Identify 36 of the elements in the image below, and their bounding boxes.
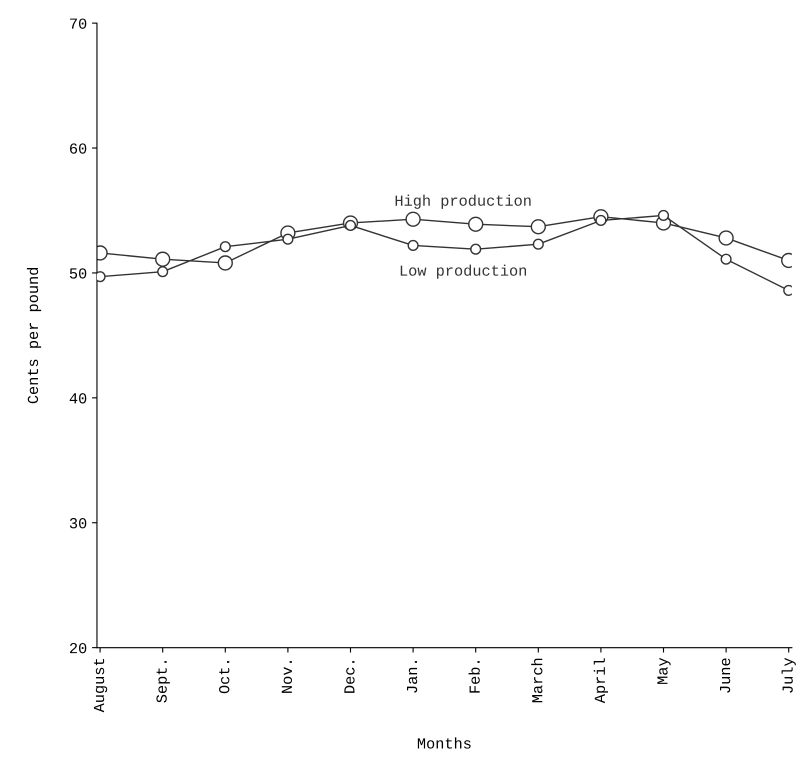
x-tick-label: Oct. <box>219 661 230 694</box>
point <box>405 212 421 227</box>
x-axis-title: Months <box>418 737 471 749</box>
y-axis-title: Cents per pound <box>26 268 42 404</box>
y-tick-label: 20 <box>70 642 86 654</box>
point <box>530 219 546 234</box>
point <box>220 241 231 252</box>
y-tick-label: 30 <box>70 518 86 528</box>
point <box>155 252 170 267</box>
point <box>720 254 732 265</box>
point <box>468 216 484 232</box>
x-tick-label: Feb. <box>468 661 480 693</box>
point <box>408 240 419 252</box>
x-tick-label: March <box>531 658 542 702</box>
point <box>157 266 168 278</box>
x-tick-label: July <box>782 658 796 693</box>
point <box>470 244 482 255</box>
y-tick-label: 40 <box>70 393 86 404</box>
x-tick-label: June <box>720 658 730 693</box>
y-tick-label: 60 <box>70 143 86 154</box>
point <box>282 234 294 245</box>
series-label: Low production <box>400 264 526 279</box>
point <box>658 210 670 222</box>
x-tick-label: Jan. <box>406 661 418 693</box>
x-tick-label: August <box>94 658 108 712</box>
y-tick-label: 70 <box>70 18 86 29</box>
x-tick-label: May <box>657 658 671 684</box>
x-tick-label: Nov. <box>282 661 292 693</box>
point <box>218 255 233 271</box>
y-tick-label: 50 <box>70 268 86 279</box>
x-tick-label: Sept. <box>156 661 170 703</box>
point <box>718 230 734 246</box>
x-tick-label: Dec. <box>344 661 355 693</box>
series-label: High production <box>396 194 531 209</box>
x-tick-label: April <box>594 658 608 704</box>
point <box>532 238 544 250</box>
